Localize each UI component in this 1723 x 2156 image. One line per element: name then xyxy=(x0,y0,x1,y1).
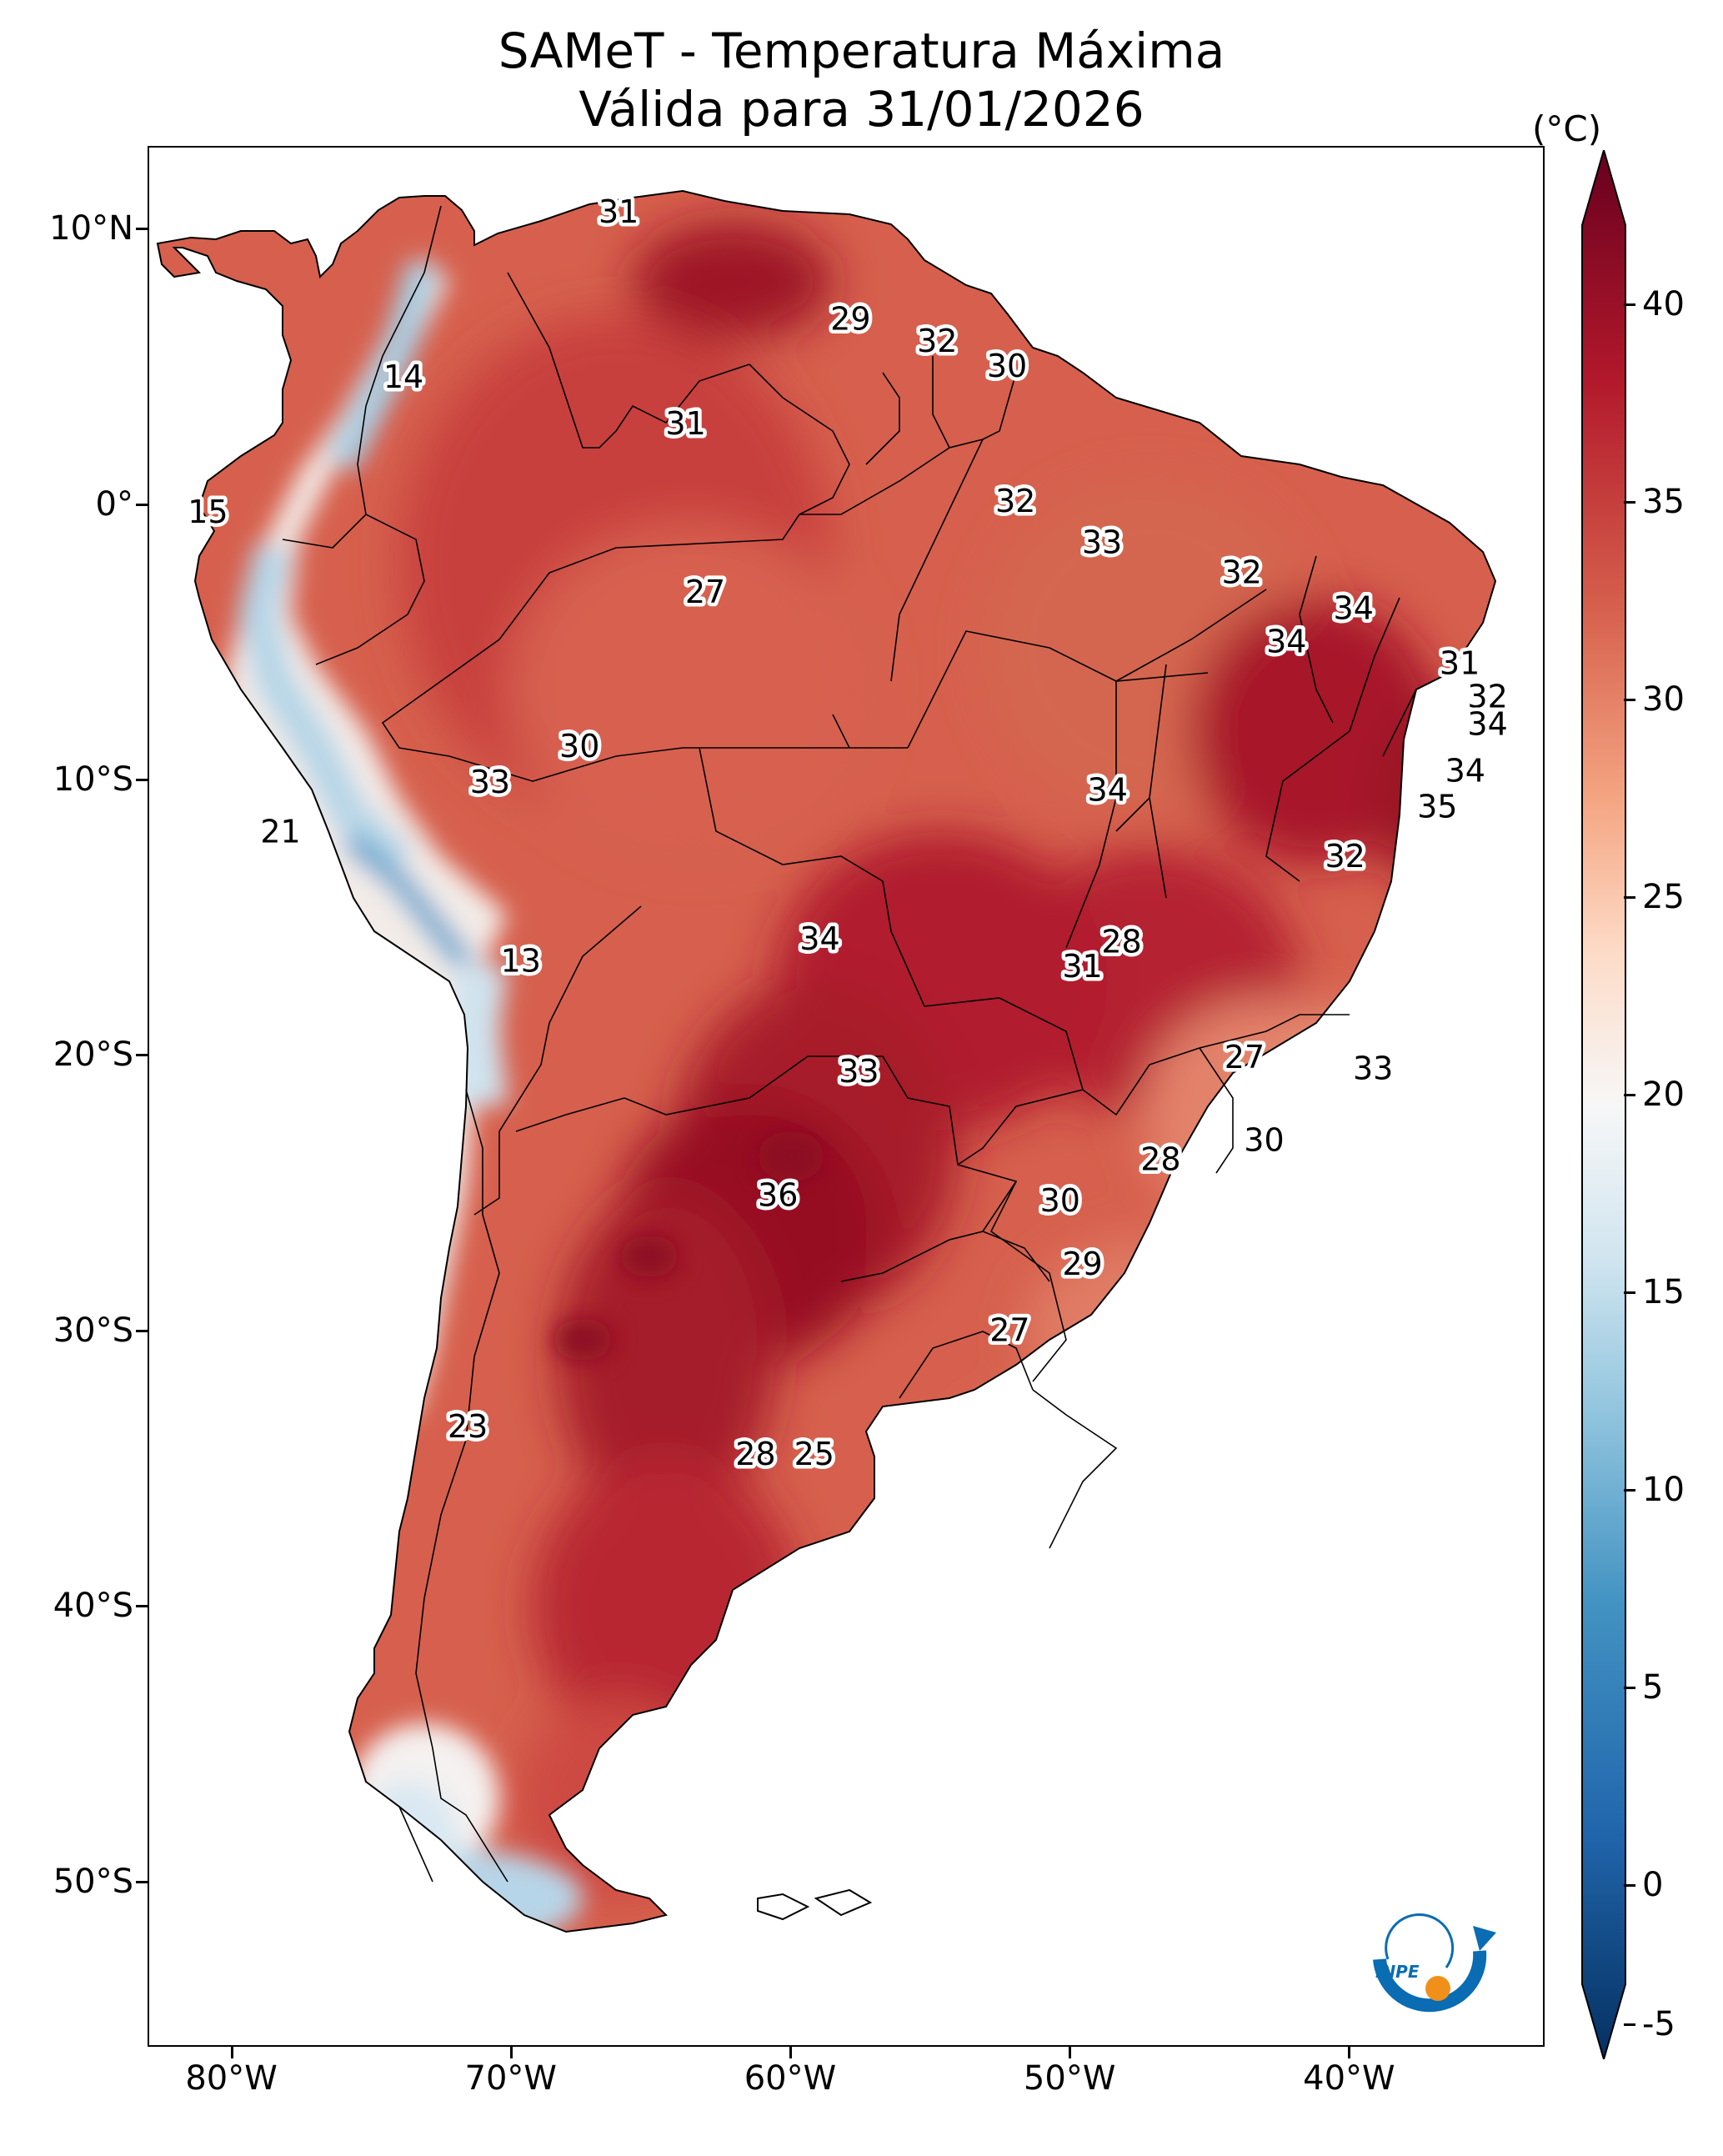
falkland-islands xyxy=(757,1888,873,1921)
temperature-label: 30 xyxy=(987,348,1027,384)
temperature-label: 32 xyxy=(995,483,1035,519)
map-panel: 31 15 14 29 32 30 31 32 33 27 32 34 34 31 32 34 34 35 34 30… xyxy=(148,146,1545,2047)
longitude-tick-mark xyxy=(1348,2047,1351,2058)
temperature-label: 30 xyxy=(1244,1121,1284,1158)
colorbar-tick-label: 25 xyxy=(1642,878,1685,917)
temperature-label: 30 xyxy=(1040,1182,1080,1219)
temperature-label: 31 xyxy=(599,193,639,230)
colorbar-tick-label: 20 xyxy=(1642,1075,1685,1115)
temperature-label: 29 xyxy=(830,301,870,338)
country-borders xyxy=(282,205,1450,1883)
temperature-label: 32 xyxy=(917,323,957,359)
temperature-label: 30 xyxy=(559,728,599,765)
latitude-tick-mark xyxy=(136,779,148,781)
latitude-tick-mark xyxy=(136,228,148,231)
latitude-tick-mark xyxy=(136,503,148,506)
temperature-label: 23 xyxy=(448,1408,488,1445)
longitude-tick-label: 50°W xyxy=(1023,2059,1116,2098)
temperature-label: 32 xyxy=(1467,678,1507,714)
colorbar-tick-label: 40 xyxy=(1642,284,1685,323)
temperature-label: 27 xyxy=(1225,1039,1265,1075)
colorbar-tick-label: 15 xyxy=(1642,1273,1685,1312)
longitude-tick-label: 40°W xyxy=(1303,2059,1395,2098)
temperature-label: 32 xyxy=(1221,554,1261,591)
colorbar-tick-mark xyxy=(1624,698,1635,701)
temperature-label: 14 xyxy=(383,358,423,395)
temperature-label: 28 xyxy=(735,1436,775,1472)
temperature-label: 31 xyxy=(1440,645,1480,682)
colorbar-tick-label: 5 xyxy=(1642,1668,1664,1707)
svg-text:INPE: INPE xyxy=(1375,1962,1420,1982)
colorbar-tick-mark xyxy=(1624,500,1635,504)
latitude-tick-label: 30°S xyxy=(53,1311,133,1350)
longitude-tick-mark xyxy=(1069,2047,1072,2058)
colorbar-tick-mark xyxy=(1624,303,1635,306)
longitude-tick-label: 70°W xyxy=(464,2059,557,2098)
temperature-labels: 3115142932303132332732343431323434353430… xyxy=(184,189,1512,1476)
colorbar-tick-label: -5 xyxy=(1642,2005,1675,2043)
map-title: SAMeT - Temperatura Máxima xyxy=(498,23,1225,79)
colorbar-tick-mark xyxy=(1624,1687,1635,1690)
temperature-label: 31 xyxy=(1062,948,1102,985)
colorbar-tick-label: 30 xyxy=(1642,679,1685,719)
colorbar xyxy=(1581,150,1626,2059)
longitude-tick-label: 80°W xyxy=(185,2059,278,2098)
colorbar-tick-mark xyxy=(1624,2023,1635,2026)
temperature-label: 34 xyxy=(799,920,839,957)
temperature-label: 21 xyxy=(260,813,300,850)
temperature-label: 29 xyxy=(1062,1246,1102,1282)
latitude-tick-label: 10°S xyxy=(53,760,133,799)
temperature-label: 35 xyxy=(1417,789,1457,825)
temperature-label: 28 xyxy=(1101,923,1141,960)
latitude-tick-mark xyxy=(136,1054,148,1057)
latitude-tick-label: 10°N xyxy=(49,209,133,248)
latitude-tick-label: 40°S xyxy=(53,1587,133,1626)
temperature-label: 15 xyxy=(188,494,228,530)
inpe-logo: INPE xyxy=(1373,1913,1496,2013)
latitude-tick-mark xyxy=(136,1880,148,1883)
temperature-label: 13 xyxy=(501,943,541,980)
temperature-label: 28 xyxy=(1140,1141,1180,1178)
colorbar-tick-label: 35 xyxy=(1642,482,1685,521)
temperature-label: 33 xyxy=(470,764,510,800)
latitude-tick-mark xyxy=(136,1329,148,1332)
longitude-tick-mark xyxy=(509,2047,513,2058)
longitude-tick-mark xyxy=(230,2047,233,2058)
colorbar-tick-mark xyxy=(1624,1291,1635,1295)
temperature-label: 36 xyxy=(758,1176,798,1213)
longitude-tick-mark xyxy=(789,2047,792,2058)
temperature-label: 34 xyxy=(1445,753,1485,790)
colorbar-unit: (°C) xyxy=(1532,108,1602,149)
temperature-label: 34 xyxy=(1266,623,1306,659)
temperature-label: 34 xyxy=(1467,705,1507,742)
temperature-label: 32 xyxy=(1325,838,1365,875)
temperature-label: 25 xyxy=(794,1436,834,1472)
colorbar-tick-mark xyxy=(1624,1884,1635,1888)
colorbar-tick-label: 10 xyxy=(1642,1471,1685,1510)
temperature-label: 27 xyxy=(685,574,725,610)
temperature-label: 33 xyxy=(839,1053,879,1090)
temperature-label: 34 xyxy=(1088,772,1128,809)
latitude-tick-label: 20°S xyxy=(53,1035,133,1075)
latitude-tick-label: 0° xyxy=(95,484,133,524)
latitude-tick-mark xyxy=(136,1605,148,1608)
colorbar-tick-label: 0 xyxy=(1642,1866,1664,1905)
longitude-tick-label: 60°W xyxy=(744,2059,837,2098)
map-subtitle-date: Válida para 31/01/2026 xyxy=(579,81,1144,138)
temperature-label: 34 xyxy=(1334,590,1374,627)
temperature-label: 33 xyxy=(1082,524,1122,560)
colorbar-tick-mark xyxy=(1624,1094,1635,1097)
temperature-label: 31 xyxy=(665,405,705,442)
temperature-label: 27 xyxy=(989,1311,1029,1348)
latitude-tick-label: 50°S xyxy=(53,1862,133,1901)
colorbar-tick-mark xyxy=(1624,1489,1635,1492)
temperature-label: 33 xyxy=(1353,1050,1393,1086)
colorbar-tick-mark xyxy=(1624,896,1635,900)
